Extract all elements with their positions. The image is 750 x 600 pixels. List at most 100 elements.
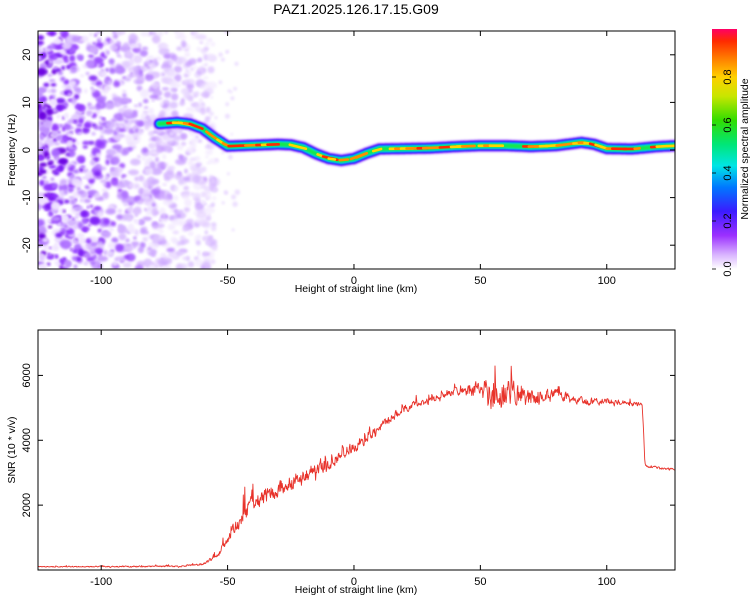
spectrogram-noise-blob	[51, 148, 61, 157]
spectrogram-noise-blob	[51, 130, 59, 137]
spectrogram-noise-blob	[200, 181, 206, 185]
spectrogram-noise-blob	[179, 31, 185, 37]
spectrogram-noise-blob	[76, 122, 83, 128]
spectrogram-noise-blob	[91, 131, 96, 136]
spectrogram-noise-blob	[38, 151, 42, 155]
spectrogram-noise-blob	[196, 46, 201, 52]
spectrogram-noise-blob	[218, 80, 223, 85]
spectrogram-noise-blob	[59, 265, 63, 269]
snr-y-label: SNR (10 * v/v)	[6, 416, 18, 483]
spectrogram-noise-blob	[180, 141, 187, 146]
spectrogram-noise-blob	[142, 188, 151, 197]
spectrogram-noise-blob	[230, 133, 233, 136]
spectrogram-noise-blob	[83, 252, 91, 258]
spectrogram-noise-blob	[112, 96, 123, 103]
spectrogram-noise-blob	[180, 97, 185, 103]
spectrogram-noise-blob	[126, 207, 133, 214]
x-tick-label: 100	[598, 275, 616, 287]
spectrogram-noise-blob	[83, 198, 91, 204]
spectrogram-noise-blob	[213, 188, 217, 193]
spectrogram-noise-blob	[38, 252, 46, 262]
spectrogram-noise-blob	[49, 246, 52, 250]
spectrogram-noise-blob	[99, 134, 104, 141]
spectrogram-noise-blob	[50, 201, 61, 210]
spectrogram-noise-blob	[208, 182, 216, 190]
spectrogram-noise-blob	[143, 258, 153, 268]
spectrogram-noise-blob	[163, 171, 175, 180]
spectrogram-noise-blob	[148, 264, 156, 269]
spectrogram-noise-blob	[106, 50, 110, 55]
spectrogram-noise-blob	[197, 253, 200, 256]
spectrogram-noise-blob	[209, 235, 214, 239]
spectrogram-noise-blob	[118, 233, 127, 241]
spectrogram-noise-blob	[38, 88, 46, 93]
spectrogram-noise-blob	[156, 145, 164, 153]
spectrogram-noise-blob	[38, 120, 42, 129]
spectrogram-noise-blob	[233, 86, 238, 91]
spectrogram-noise-blob	[46, 108, 54, 116]
spectrogram-noise-blob	[200, 107, 206, 115]
spectrogram-noise-blob	[73, 264, 78, 269]
spectrogram-noise-blob	[142, 110, 149, 115]
spectrogram-ridge-peak	[327, 157, 337, 161]
spectrogram-noise-blob	[138, 102, 143, 107]
spectrogram-noise-blob	[39, 96, 42, 100]
spectrogram-noise-blob	[150, 82, 160, 90]
spectrogram-x-axis: -100 -50 0 50 100	[90, 31, 616, 287]
spectrogram-noise-blob	[136, 75, 145, 84]
spectrogram-noise-blob	[48, 225, 53, 229]
spectrogram-noise-blob	[142, 236, 148, 242]
spectrogram-noise-blob	[43, 183, 53, 191]
spectrogram-noise-blob	[193, 66, 197, 70]
spectrogram-noise-blob	[59, 31, 65, 34]
spectrogram-noise-blob	[102, 183, 108, 186]
spectrogram-noise-blob	[104, 176, 109, 181]
spectrogram-noise-blob	[131, 241, 140, 247]
spectrogram-noise-blob	[203, 76, 209, 80]
spectrogram-noise-blob	[176, 145, 184, 151]
spectrogram-noise-blob	[115, 126, 121, 133]
spectrogram-noise-blob	[183, 226, 188, 231]
spectrogram-noise-blob	[160, 217, 168, 223]
spectrogram-noise-blob	[200, 48, 208, 53]
spectrogram-noise-blob	[51, 69, 57, 75]
spectrogram-noise-blob	[61, 42, 73, 50]
spectrogram-noise-blob	[128, 61, 134, 65]
spectrogram-noise-blob	[160, 44, 169, 48]
spectrogram-noise-blob	[63, 199, 70, 204]
spectrogram-noise-blob	[102, 118, 106, 121]
spectrogram-noise-blob	[153, 88, 160, 94]
colorbar-tick-label: 0.0	[722, 261, 734, 276]
spectrogram-noise-blob	[187, 160, 194, 166]
spectrogram-noise-blob	[205, 161, 211, 165]
spectrogram-noise-blob	[97, 211, 103, 219]
spectrogram-noise-blob	[67, 120, 72, 124]
colorbar-tick-label: 0.2	[722, 213, 734, 228]
spectrogram-noise-blob	[147, 246, 152, 251]
spectrogram-noise-blob	[204, 145, 208, 149]
spectrogram-noise-blob	[169, 60, 174, 65]
spectrogram-noise-blob	[206, 241, 211, 245]
spectrogram-noise-blob	[109, 43, 119, 52]
spectrogram-noise-blob	[144, 167, 154, 175]
spectrogram-noise-blob	[134, 176, 140, 182]
spectrogram-noise-blob	[72, 249, 79, 254]
spectrogram-noise-blob	[108, 58, 115, 65]
spectrogram-noise-blob	[70, 68, 77, 74]
spectrogram-noise-blob	[125, 238, 130, 243]
spectrogram-noise-blob	[84, 171, 96, 181]
spectrogram-noise-blob	[124, 245, 134, 252]
spectrogram-noise-blob	[177, 241, 186, 246]
spectrogram-ridge-peak	[216, 138, 223, 144]
colorbar-tick-label: 0.4	[722, 165, 734, 180]
x-tick-label: 0	[351, 576, 357, 588]
spectrogram-noise-blob	[135, 214, 138, 217]
spectrogram-noise-blob	[200, 184, 207, 190]
spectrogram-noise-blob	[91, 88, 96, 93]
spectrogram-noise-blob	[143, 60, 151, 66]
spectrogram-noise-blob	[87, 105, 97, 110]
spectrogram-ridge-peak	[355, 152, 368, 159]
spectrogram-noise-blob	[148, 107, 155, 115]
